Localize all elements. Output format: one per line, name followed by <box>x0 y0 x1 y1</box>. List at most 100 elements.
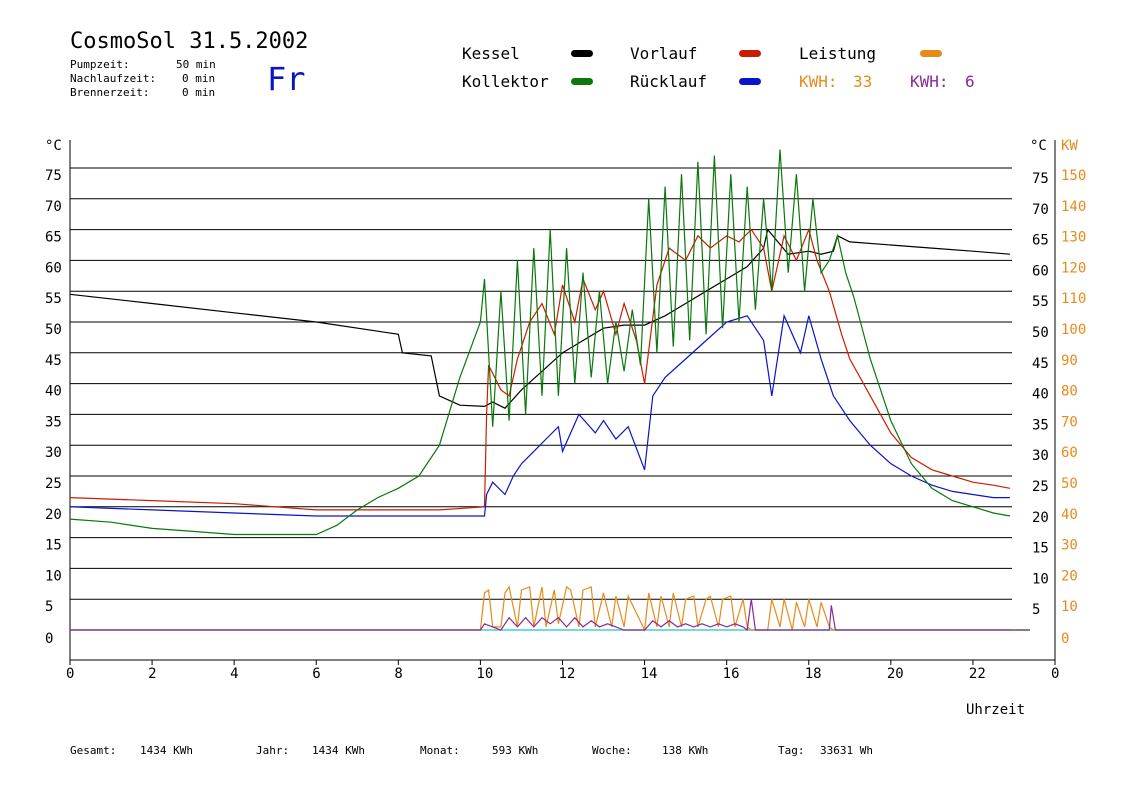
y2-tick-label: 0 <box>1061 631 1069 647</box>
series-line-leistung <box>70 585 1014 633</box>
y-tick-label-right: 40 <box>1032 387 1049 403</box>
y2-tick-label: 150 <box>1061 168 1086 184</box>
y-tick-label-right: 60 <box>1032 263 1049 279</box>
footer-gesamt-value: 1434 KWh <box>140 744 193 757</box>
y-tick-label-left: 45 <box>45 353 62 369</box>
y2-tick-label: 130 <box>1061 230 1086 246</box>
footer-jahr-label: Jahr: <box>256 744 290 757</box>
info-brennerzeit-value: 0 min <box>182 86 216 99</box>
y-tick-label-left: 65 <box>45 230 62 246</box>
y-tick-label-left: 55 <box>45 291 62 307</box>
chart-title: CosmoSol 31.5.2002 <box>70 29 309 54</box>
y-tick-label-left: 0 <box>45 631 53 647</box>
x-tick-label: 22 <box>969 666 986 682</box>
y2-tick-label: 60 <box>1061 445 1078 461</box>
series-line-vorlauf <box>69 227 1011 511</box>
y2-tick-label: 80 <box>1061 384 1078 400</box>
y-tick-label-right: 55 <box>1032 294 1049 310</box>
footer-monat-value: 593 KWh <box>492 744 539 757</box>
y2-tick-label: 10 <box>1061 599 1078 615</box>
legend-kollektor: Kollektor <box>462 72 549 91</box>
y-tick-label-left: 5 <box>45 599 53 615</box>
y2-tick-label: 70 <box>1061 414 1078 430</box>
weekday-label: Fr <box>267 60 306 98</box>
y-tick-label-left: 50 <box>45 322 62 338</box>
y2-tick-label: 90 <box>1061 353 1078 369</box>
y2-tick-label: 50 <box>1061 476 1078 492</box>
y-tick-label-left: 30 <box>45 445 62 461</box>
y-axis-label-kw: KW <box>1061 138 1078 154</box>
x-tick-label: 12 <box>559 666 576 682</box>
info-brennerzeit-label: Brennerzeit: <box>70 86 150 99</box>
legend-ruecklauf-swatch <box>739 78 761 85</box>
y-tick-label-left: 35 <box>45 414 62 430</box>
x-tick-label: 2 <box>148 666 156 682</box>
y-tick-label-right: 15 <box>1032 541 1049 557</box>
y-tick-label-right: 10 <box>1032 571 1049 587</box>
y-tick-label-right: 45 <box>1032 356 1049 372</box>
series-line-kwh_purple <box>70 599 1014 632</box>
footer-woche-value: 138 KWh <box>662 744 709 757</box>
x-tick-label: 14 <box>641 666 658 682</box>
y-axis-label-left: °C <box>45 138 62 154</box>
x-axis-label: Uhrzeit <box>966 702 1025 718</box>
x-tick-label: 20 <box>887 666 904 682</box>
y-tick-label-right: 30 <box>1032 448 1049 464</box>
x-tick-label: 6 <box>312 666 320 682</box>
y2-tick-label: 110 <box>1061 291 1086 307</box>
y-tick-label-right: 75 <box>1032 171 1049 187</box>
y-tick-label-left: 20 <box>45 507 62 523</box>
footer-jahr-value: 1434 KWh <box>312 744 365 757</box>
x-tick-label: 18 <box>805 666 822 682</box>
y2-tick-label: 140 <box>1061 199 1086 215</box>
info-pumpzeit-label: Pumpzeit: <box>70 58 130 71</box>
y-tick-label-right: 35 <box>1032 417 1049 433</box>
legend-kessel: Kessel <box>462 44 520 63</box>
y2-tick-label: 20 <box>1061 568 1078 584</box>
legend-kwh-purple-label: KWH: <box>910 72 949 91</box>
legend-vorlauf: Vorlauf <box>630 44 698 63</box>
y-tick-label-right: 25 <box>1032 479 1049 495</box>
legend-leistung-swatch <box>920 50 942 57</box>
info-pumpzeit-value: 50 min <box>176 58 216 71</box>
y-tick-label-left: 70 <box>45 199 62 215</box>
legend-leistung: Leistung <box>799 44 877 63</box>
legend-kwh-purple-value: 6 <box>965 72 975 91</box>
legend-vorlauf-swatch <box>739 50 761 57</box>
power-series-group <box>70 585 1014 633</box>
legend-kessel-swatch <box>571 50 593 57</box>
x-tick-label: 4 <box>230 666 238 682</box>
footer-tag-label: Tag: <box>778 744 805 757</box>
y2-tick-label: 100 <box>1061 322 1086 338</box>
y-axis-label-right: °C <box>1030 138 1047 154</box>
footer-monat-label: Monat: <box>420 744 460 757</box>
y-tick-label-right: 65 <box>1032 233 1049 249</box>
y-tick-label-left: 75 <box>45 168 62 184</box>
x-tick-label: 10 <box>476 666 493 682</box>
legend-kollektor-swatch <box>571 78 593 85</box>
footer-woche-label: Woche: <box>592 744 632 757</box>
series-line-kollektor <box>69 149 1011 536</box>
series-line-kessel <box>69 228 1010 409</box>
y2-tick-label: 30 <box>1061 538 1078 554</box>
y-tick-label-right: 70 <box>1032 202 1049 218</box>
x-tick-label: 0 <box>1051 666 1059 682</box>
x-tick-label: 16 <box>723 666 740 682</box>
x-tick-label: 0 <box>66 666 74 682</box>
footer-tag-value: 33631 Wh <box>820 744 873 757</box>
y-tick-label-right: 20 <box>1032 510 1049 526</box>
info-nachlaufzeit-label: Nachlaufzeit: <box>70 72 157 85</box>
legend-ruecklauf: Rücklauf <box>630 72 708 91</box>
y-tick-label-left: 25 <box>45 476 62 492</box>
y-tick-label-right: 5 <box>1032 602 1040 618</box>
x-tick-label: 8 <box>394 666 402 682</box>
series-line-ruecklauf <box>69 313 1010 517</box>
temperature-series-group <box>69 149 1011 536</box>
y-tick-label-right: 50 <box>1032 325 1049 341</box>
y-tick-label-left: 60 <box>45 260 62 276</box>
legend-kwh-orange-label: KWH: <box>799 72 838 91</box>
footer-gesamt-label: Gesamt: <box>70 744 117 757</box>
y2-tick-label: 120 <box>1061 260 1086 276</box>
